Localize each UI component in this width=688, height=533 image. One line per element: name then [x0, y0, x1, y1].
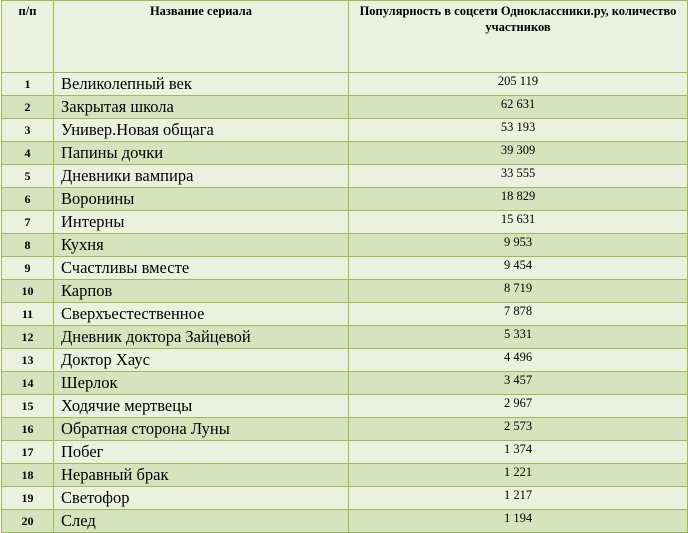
header-name: Название сериала: [53, 0, 349, 73]
row-number-cell: 17: [1, 440, 54, 464]
member-count-cell: 2 573: [348, 417, 688, 441]
series-name-cell: Доктор Хаус: [53, 348, 349, 372]
table-row: 18 Неравный брак 1 221: [1, 463, 688, 487]
member-count-cell: 53 193: [348, 118, 688, 142]
series-name-cell: Карпов: [53, 279, 349, 303]
table-row: 5 Дневники вампира 33 555: [1, 164, 688, 188]
member-count-cell: 1 221: [348, 463, 688, 487]
series-name-cell: Сверхъестественное: [53, 302, 349, 326]
table-row: 15 Ходячие мертвецы 2 967: [1, 394, 688, 418]
table-row: 4 Папины дочки 39 309: [1, 141, 688, 165]
member-count-cell: 18 829: [348, 187, 688, 211]
row-number-cell: 19: [1, 486, 54, 510]
member-count-cell: 1 194: [348, 509, 688, 533]
table-row: 9 Счастливы вместе 9 454: [1, 256, 688, 280]
row-number-cell: 3: [1, 118, 54, 142]
row-number-cell: 1: [1, 72, 54, 96]
series-name-cell: Ходячие мертвецы: [53, 394, 349, 418]
header-row: п/п Название сериала Популярность в соцс…: [1, 0, 688, 73]
table-row: 1 Великолепный век 205 119: [1, 72, 688, 96]
series-name-cell: Светофор: [53, 486, 349, 510]
table-row: 7 Интерны 15 631: [1, 210, 688, 234]
row-number-cell: 11: [1, 302, 54, 326]
row-number-cell: 4: [1, 141, 54, 165]
series-name-cell: Дневники вампира: [53, 164, 349, 188]
series-name-cell: След: [53, 509, 349, 533]
member-count-cell: 39 309: [348, 141, 688, 165]
table-row: 13 Доктор Хаус 4 496: [1, 348, 688, 372]
series-name-cell: Универ.Новая общага: [53, 118, 349, 142]
table-row: 11 Сверхъестественное 7 878: [1, 302, 688, 326]
table-header: п/п Название сериала Популярность в соцс…: [1, 0, 688, 73]
series-name-cell: Дневник доктора Зайцевой: [53, 325, 349, 349]
row-number-cell: 7: [1, 210, 54, 234]
series-name-cell: Кухня: [53, 233, 349, 257]
row-number-cell: 8: [1, 233, 54, 257]
header-value: Популярность в соцсети Одноклассники.ру,…: [348, 0, 688, 73]
row-number-cell: 13: [1, 348, 54, 372]
row-number-cell: 9: [1, 256, 54, 280]
row-number-cell: 5: [1, 164, 54, 188]
series-name-cell: Великолепный век: [53, 72, 349, 96]
member-count-cell: 3 457: [348, 371, 688, 395]
series-name-cell: Интерны: [53, 210, 349, 234]
member-count-cell: 5 331: [348, 325, 688, 349]
member-count-cell: 33 555: [348, 164, 688, 188]
series-name-cell: Папины дочки: [53, 141, 349, 165]
member-count-cell: 1 217: [348, 486, 688, 510]
series-name-cell: Воронины: [53, 187, 349, 211]
table-row: 10 Карпов 8 719: [1, 279, 688, 303]
series-name-cell: Закрытая школа: [53, 95, 349, 119]
series-name-cell: Обратная сторона Луны: [53, 417, 349, 441]
member-count-cell: 8 719: [348, 279, 688, 303]
member-count-cell: 15 631: [348, 210, 688, 234]
member-count-cell: 9 953: [348, 233, 688, 257]
row-number-cell: 16: [1, 417, 54, 441]
row-number-cell: 6: [1, 187, 54, 211]
member-count-cell: 4 496: [348, 348, 688, 372]
row-number-cell: 20: [1, 509, 54, 533]
table-row: 17 Побег 1 374: [1, 440, 688, 464]
series-name-cell: Побег: [53, 440, 349, 464]
row-number-cell: 15: [1, 394, 54, 418]
member-count-cell: 2 967: [348, 394, 688, 418]
member-count-cell: 205 119: [348, 72, 688, 96]
member-count-cell: 9 454: [348, 256, 688, 280]
row-number-cell: 12: [1, 325, 54, 349]
series-name-cell: Шерлок: [53, 371, 349, 395]
table-body: 1 Великолепный век 205 119 2 Закрытая школа 6…: [1, 72, 688, 533]
row-number-cell: 18: [1, 463, 54, 487]
row-number-cell: 2: [1, 95, 54, 119]
row-number-cell: 10: [1, 279, 54, 303]
member-count-cell: 62 631: [348, 95, 688, 119]
table-row: 19 Светофор 1 217: [1, 486, 688, 510]
table-row: 12 Дневник доктора Зайцевой 5 331: [1, 325, 688, 349]
table-row: 20 След 1 194: [1, 509, 688, 533]
table-row: 2 Закрытая школа 62 631: [1, 95, 688, 119]
table-row: 3 Универ.Новая общага 53 193: [1, 118, 688, 142]
table-row: 14 Шерлок 3 457: [1, 371, 688, 395]
table-row: 6 Воронины 18 829: [1, 187, 688, 211]
series-name-cell: Счастливы вместе: [53, 256, 349, 280]
table-row: 16 Обратная сторона Луны 2 573: [1, 417, 688, 441]
row-number-cell: 14: [1, 371, 54, 395]
header-num: п/п: [1, 0, 54, 73]
member-count-cell: 7 878: [348, 302, 688, 326]
series-name-cell: Неравный брак: [53, 463, 349, 487]
member-count-cell: 1 374: [348, 440, 688, 464]
table-row: 8 Кухня 9 953: [1, 233, 688, 257]
